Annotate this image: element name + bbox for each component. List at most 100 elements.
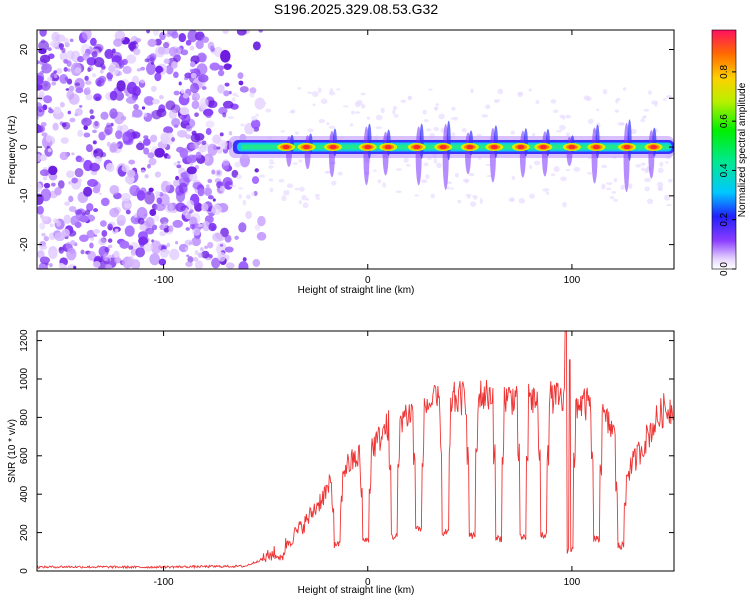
noise-blob [70,239,76,246]
faint-blob [375,114,383,121]
faint-blob [302,202,309,209]
faint-blob [395,190,402,193]
faint-blob [529,193,535,199]
hotspot-red [650,145,658,150]
hotspot-red [592,145,600,150]
faint-blob [601,183,606,190]
faint-blob [472,195,478,200]
noise-blob [92,129,98,134]
noise-blob [39,256,51,264]
faint-blob [470,88,474,94]
noise-blob [54,187,62,196]
noise-blob [147,163,151,169]
noise-blob [192,228,201,236]
y-tick-label: 10 [19,92,30,104]
faint-blob [328,125,336,129]
noise-blob [173,162,178,166]
faint-blob [656,181,664,188]
noise-blob [66,170,75,179]
noise-blob [184,239,194,246]
hotspot-red [282,145,290,150]
noise-blob [143,242,153,252]
faint-blob [609,196,615,200]
noise-blob [222,30,229,34]
noise-blob [58,246,65,254]
faint-blob [269,187,274,193]
noise-blob [105,162,115,173]
noise-blob [100,111,109,120]
x-tick-label: 0 [365,275,371,286]
faint-blob [613,198,618,202]
noise-blob [189,143,195,150]
noise-blob [168,109,178,120]
faint-blob [326,122,330,126]
noise-blob [217,251,226,262]
noise-blob [189,209,194,214]
noise-blob [147,152,155,159]
faint-blob [280,130,285,133]
noise-blob [189,163,194,166]
faint-blob [318,118,326,124]
faint-blob [562,201,567,208]
noise-blob [143,135,149,140]
noise-blob [135,37,142,43]
faint-blob [294,131,299,135]
faint-blob [278,179,285,183]
faint-blob [511,176,516,180]
faint-blob [532,132,536,137]
noise-blob [159,95,164,100]
noise-blob [74,168,84,178]
faint-blob [255,113,259,117]
signal-streak-core [332,128,337,157]
faint-blob [583,95,590,101]
noise-blob [250,119,261,130]
faint-blob [560,176,567,182]
faint-blob [261,101,267,105]
faint-blob [430,193,435,199]
x-tick-label: 100 [564,577,581,588]
faint-blob [423,119,429,123]
faint-blob [462,178,470,183]
signal-streak-core [446,120,451,161]
noise-blob [224,246,234,253]
faint-blob [587,118,594,125]
noise-blob [152,98,160,105]
y-tick-label: -10 [19,188,30,203]
noise-blob [136,142,145,151]
colorbar-tick-label: 0.4 [719,163,730,177]
noise-blob [68,195,74,203]
noise-blob [57,180,65,189]
noise-blob [159,231,166,237]
noise-blob [145,227,155,235]
noise-blob [109,207,120,218]
noise-blob [135,247,145,258]
noise-blob [41,215,49,222]
noise-blob [110,122,114,127]
noise-blob [173,179,180,187]
noise-blob [89,115,95,120]
noise-blob [199,31,204,35]
noise-blob [212,232,223,242]
noise-blob [189,45,195,51]
noise-blob [207,195,214,200]
noise-blob [202,221,211,232]
faint-blob [433,158,438,164]
signal-streak-core [386,129,391,156]
faint-blob [315,197,321,200]
noise-blob [133,104,139,110]
faint-blob [377,179,382,184]
signal-band-green [240,144,670,150]
y-tick-label: 1200 [19,329,30,352]
noise-blob [93,234,98,237]
noise-blob [186,154,198,164]
hotspot-red [490,145,498,150]
noise-blob [159,193,170,207]
noise-blob [165,64,174,75]
faint-blob [479,198,483,204]
noise-blob [105,264,113,269]
noise-blob [66,247,77,261]
noise-blob [147,38,157,47]
noise-blob [191,100,200,110]
noise-blob [39,244,48,250]
